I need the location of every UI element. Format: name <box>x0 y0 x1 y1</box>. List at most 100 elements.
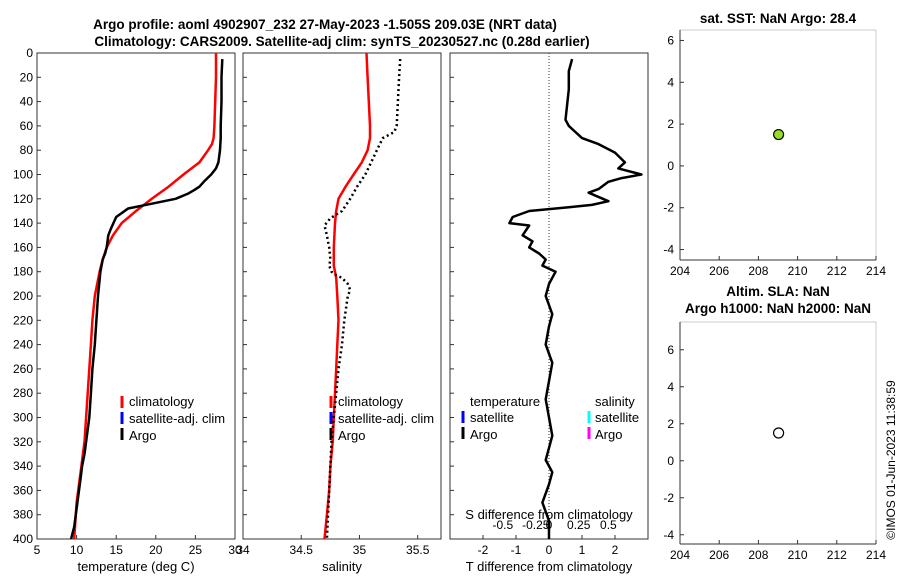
depth-ytick-label: 380 <box>13 508 33 522</box>
sla-ytick-label: 4 <box>667 380 674 394</box>
legend-label-satellite-clim: satellite-adj. clim <box>129 411 225 426</box>
depth-ytick-label: 320 <box>13 435 33 449</box>
salinity-panel: salinity climatology satellite-adj. clim… <box>236 52 442 574</box>
sla-panel: Altim. SLA: NaN Argo h1000: NaN h2000: N… <box>663 284 886 562</box>
sst-ytick-label: 2 <box>667 117 674 131</box>
sla-ytick-label: -4 <box>663 528 674 542</box>
difference-xtick-label: 0 <box>546 543 553 557</box>
sst-ytick-label: 0 <box>667 159 674 173</box>
sst-ytick-label: -4 <box>663 243 674 257</box>
sst-ytick-label: 4 <box>667 75 674 89</box>
sst-axes-box <box>679 29 877 261</box>
depth-ytick-label: 60 <box>20 119 34 133</box>
salinity-xlabel: salinity <box>322 559 362 574</box>
sst-xtick-label: 208 <box>748 264 768 278</box>
salinity-legend-label-satellite-clim: satellite-adj. clim <box>338 411 434 426</box>
temperature-xtick-label: 25 <box>189 543 203 557</box>
depth-ytick-label: 340 <box>13 459 33 473</box>
depth-ytick-label: 80 <box>20 143 34 157</box>
figure-title-line1: Argo profile: aoml 4902907_232 27-May-20… <box>93 17 557 32</box>
temperature-xtick-label: 15 <box>110 543 124 557</box>
salinity-diff-tick-label: -0.5 <box>492 518 513 532</box>
depth-ytick-label: 140 <box>13 216 33 230</box>
depth-ytick-label: 160 <box>13 240 33 254</box>
salinity-series-climatology <box>323 52 372 540</box>
sst-xtick-label: 214 <box>866 264 886 278</box>
depth-ytick-label: 400 <box>13 532 33 546</box>
temperature-axes-box <box>36 52 236 540</box>
temperature-series-climatology <box>72 53 218 540</box>
sla-ytick-label: 2 <box>667 417 674 431</box>
legend-label-argo: Argo <box>129 428 156 443</box>
salinity-diff-tick-label: 0.25 <box>567 518 591 532</box>
salinity-axes-box <box>242 52 442 540</box>
difference-xtick-label: -1 <box>511 543 522 557</box>
salinity-diff-tick-label: -0.25 <box>522 518 550 532</box>
legend-title-temperature: temperature <box>470 394 540 409</box>
figure-title-line2: Climatology: CARS2009. Satellite-adj cli… <box>94 34 589 49</box>
salinity-xtick-label: 34 <box>236 543 250 557</box>
difference-xtick-label: 2 <box>612 543 619 557</box>
salinity-xtick-label: 35 <box>353 543 367 557</box>
temperature-legend: climatology satellite-adj. clim Argo <box>120 394 225 443</box>
temperature-xtick-label: 30 <box>228 543 242 557</box>
temperature-xtick-label: 5 <box>34 543 41 557</box>
difference-xlabel-top: S difference from climatology <box>465 507 633 522</box>
temperature-panel: temperature (deg C) climatology satellit… <box>13 46 242 574</box>
temperature-xtick-label: 20 <box>149 543 163 557</box>
legend-label-temp-satellite: satellite <box>470 410 514 425</box>
legend-label-climatology: climatology <box>129 394 195 409</box>
sla-xtick-label: 204 <box>670 548 690 562</box>
depth-ytick-label: 0 <box>26 46 33 60</box>
sla-xtick-label: 208 <box>748 548 768 562</box>
salinity-xtick-label: 35.5 <box>406 543 430 557</box>
depth-ytick-label: 300 <box>13 411 33 425</box>
legend-label-sal-satellite: satellite <box>595 410 639 425</box>
depth-ytick-label: 200 <box>13 289 33 303</box>
sla-title-line2: Argo h1000: NaN h2000: NaN <box>685 301 871 316</box>
temperature-xlabel: temperature (deg C) <box>77 559 194 574</box>
sst-data-point <box>772 128 785 141</box>
salinity-legend: climatology satellite-adj. clim Argo <box>329 394 434 443</box>
difference-legend: temperature salinity satellite Argo sate… <box>461 394 639 442</box>
salinity-xtick-label: 34.5 <box>290 543 314 557</box>
depth-ytick-label: 20 <box>20 70 34 84</box>
depth-ytick-label: 360 <box>13 483 33 497</box>
salinity-series-argo <box>323 59 402 540</box>
temperature-xtick-label: 10 <box>70 543 84 557</box>
sla-xtick-label: 210 <box>788 548 808 562</box>
difference-xlabel: T difference from climatology <box>466 559 633 574</box>
salinity-legend-label-climatology: climatology <box>338 394 404 409</box>
difference-panel: T difference from climatology S differen… <box>449 52 649 574</box>
sla-xtick-label: 214 <box>866 548 886 562</box>
difference-xtick-label: -2 <box>478 543 489 557</box>
depth-ytick-label: 120 <box>13 192 33 206</box>
depth-ytick-label: 220 <box>13 313 33 327</box>
sla-xtick-label: 212 <box>827 548 847 562</box>
legend-label-sal-argo: Argo <box>595 427 622 442</box>
sla-ytick-label: 0 <box>667 454 674 468</box>
difference-series-argo-t-diff <box>508 58 643 539</box>
difference-xtick-label: 1 <box>579 543 586 557</box>
sla-xtick-label: 206 <box>709 548 729 562</box>
depth-ytick-label: 40 <box>20 95 34 109</box>
salinity-diff-tick-label: 0.5 <box>600 518 617 532</box>
temperature-series-argo <box>69 59 224 540</box>
sst-ytick-label: -2 <box>663 201 674 215</box>
sst-xtick-label: 204 <box>670 264 690 278</box>
sst-xtick-label: 210 <box>788 264 808 278</box>
sst-panel: sat. SST: NaN Argo: 28.4 204 206 208 210 212… <box>663 11 886 278</box>
depth-ytick-label: 280 <box>13 386 33 400</box>
depth-ytick-label: 180 <box>13 265 33 279</box>
sla-data-point <box>772 427 785 439</box>
depth-ytick-label: 100 <box>13 168 33 182</box>
sst-title: sat. SST: NaN Argo: 28.4 <box>700 11 857 26</box>
legend-label-temp-argo: Argo <box>470 427 497 442</box>
sla-ytick-label: -2 <box>663 491 674 505</box>
sst-xtick-label: 212 <box>827 264 847 278</box>
imos-timestamp: ©IMOS 01-Jun-2023 11:38:59 <box>884 380 898 540</box>
depth-ytick-label: 240 <box>13 338 33 352</box>
sst-xtick-label: 206 <box>709 264 729 278</box>
depth-ytick-label: 260 <box>13 362 33 376</box>
